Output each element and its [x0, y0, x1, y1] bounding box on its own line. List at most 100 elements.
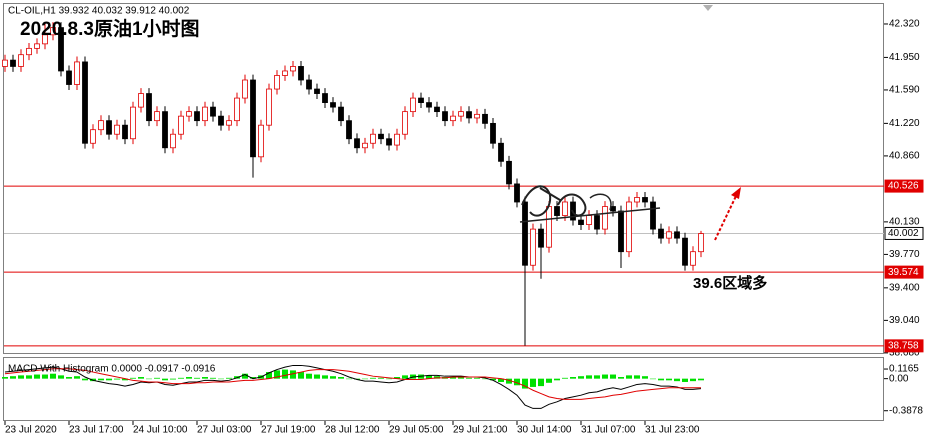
histogram-bar: [338, 377, 344, 379]
candle-body: [74, 61, 80, 85]
indicator-line: [4, 368, 701, 400]
candle-body: [474, 113, 480, 119]
y-tick-label: 42.320: [889, 19, 920, 30]
x-tick-label: 30 Jul 14:00: [517, 425, 572, 436]
histogram-bar: [530, 378, 536, 387]
histogram-bar: [674, 378, 680, 382]
histogram-bar: [490, 378, 496, 381]
histogram-bar: [314, 374, 320, 379]
histogram-bar: [570, 377, 576, 379]
histogram-bar: [82, 378, 88, 381]
candle-body: [226, 120, 232, 126]
candle-body: [690, 251, 696, 266]
level-label-box: [884, 179, 924, 193]
y-tick-label: 41.590: [889, 85, 920, 96]
candle-body: [522, 201, 528, 266]
histogram-bar: [450, 377, 456, 379]
histogram-bar: [690, 378, 696, 382]
histogram-bar: [586, 375, 592, 379]
histogram-bar: [58, 375, 64, 379]
histogram-bar: [554, 378, 560, 381]
candle-body: [282, 70, 288, 76]
candle-body: [458, 111, 464, 117]
histogram-bar: [626, 375, 632, 379]
x-tick-label: 31 Jul 23:00: [645, 425, 700, 436]
histogram-bar: [658, 378, 664, 381]
histogram-bar: [682, 378, 688, 382]
y-tick-label: 41.950: [889, 52, 920, 63]
histogram-bar: [194, 377, 200, 379]
y-tick-label: 41.220: [889, 118, 920, 129]
histogram-bar: [122, 378, 128, 381]
candle-body: [346, 120, 352, 140]
x-tick-label: 23 Jul 2020: [5, 425, 57, 436]
candle-body: [154, 111, 160, 122]
histogram-bar: [18, 375, 24, 379]
candle-body: [242, 79, 248, 99]
histogram-bar: [602, 374, 608, 379]
x-tick-label: 24 Jul 10:00: [133, 425, 188, 436]
histogram-bar: [322, 375, 328, 379]
histogram-bar: [202, 377, 208, 379]
candle-body: [50, 27, 56, 36]
candle-body: [26, 47, 32, 56]
candle-body: [442, 111, 448, 122]
histogram-bar: [426, 375, 432, 379]
histogram-bar: [218, 378, 224, 380]
candle-body: [498, 142, 504, 162]
candle-body: [466, 111, 472, 119]
histogram-bar: [290, 370, 296, 379]
histogram-bar: [50, 373, 56, 379]
histogram-bar: [130, 377, 136, 379]
candle-body: [90, 129, 96, 144]
candle-body: [618, 210, 624, 253]
candle-body: [218, 115, 224, 126]
candle-body: [138, 93, 144, 108]
candle-body: [658, 228, 664, 239]
candle-body: [546, 206, 552, 248]
level-label: 39.574: [888, 267, 919, 278]
histogram-bar: [210, 377, 216, 379]
price-panel-frame: [3, 3, 884, 354]
candle-body: [210, 106, 216, 117]
histogram-bar: [114, 378, 120, 380]
candle-body: [682, 237, 688, 266]
candle-body: [538, 228, 544, 248]
histogram-bar: [562, 377, 568, 379]
indicator-panel-frame: [3, 357, 884, 421]
indicator-y-tick-label: -0.3878: [889, 405, 923, 416]
histogram-bar: [594, 375, 600, 379]
indicator-y-tick-label: 0.00: [889, 373, 909, 384]
candle-body: [314, 88, 320, 94]
y-tick-label: 39.040: [889, 315, 920, 326]
candle-body: [578, 219, 584, 225]
y-tick-label: 40.130: [889, 217, 920, 228]
histogram-bar: [474, 377, 480, 379]
candle-body: [418, 97, 424, 103]
histogram-bar: [538, 378, 544, 387]
candle-body: [586, 215, 592, 225]
chart-title: 2020.8.3原油1小时图: [20, 18, 200, 40]
histogram-bar: [10, 376, 16, 379]
candle-body: [106, 120, 112, 135]
candle-body: [394, 133, 400, 146]
candle-body: [562, 201, 568, 216]
histogram-bar: [578, 376, 584, 379]
candle-body: [178, 115, 184, 135]
histogram-bar: [482, 378, 488, 380]
candle-body: [354, 138, 360, 149]
candle-body: [338, 106, 344, 122]
histogram-bar: [402, 375, 408, 379]
histogram-bar: [306, 373, 312, 379]
candle-body: [514, 183, 520, 203]
y-tick-label: 39.770: [889, 249, 920, 260]
candle-body: [322, 93, 328, 103]
histogram-bar: [98, 378, 104, 381]
histogram-bar: [458, 377, 464, 379]
histogram-bar: [370, 377, 376, 379]
candle-body: [186, 111, 192, 117]
candle-body: [402, 111, 408, 135]
candle-body: [554, 206, 560, 216]
histogram-bar: [650, 378, 656, 380]
